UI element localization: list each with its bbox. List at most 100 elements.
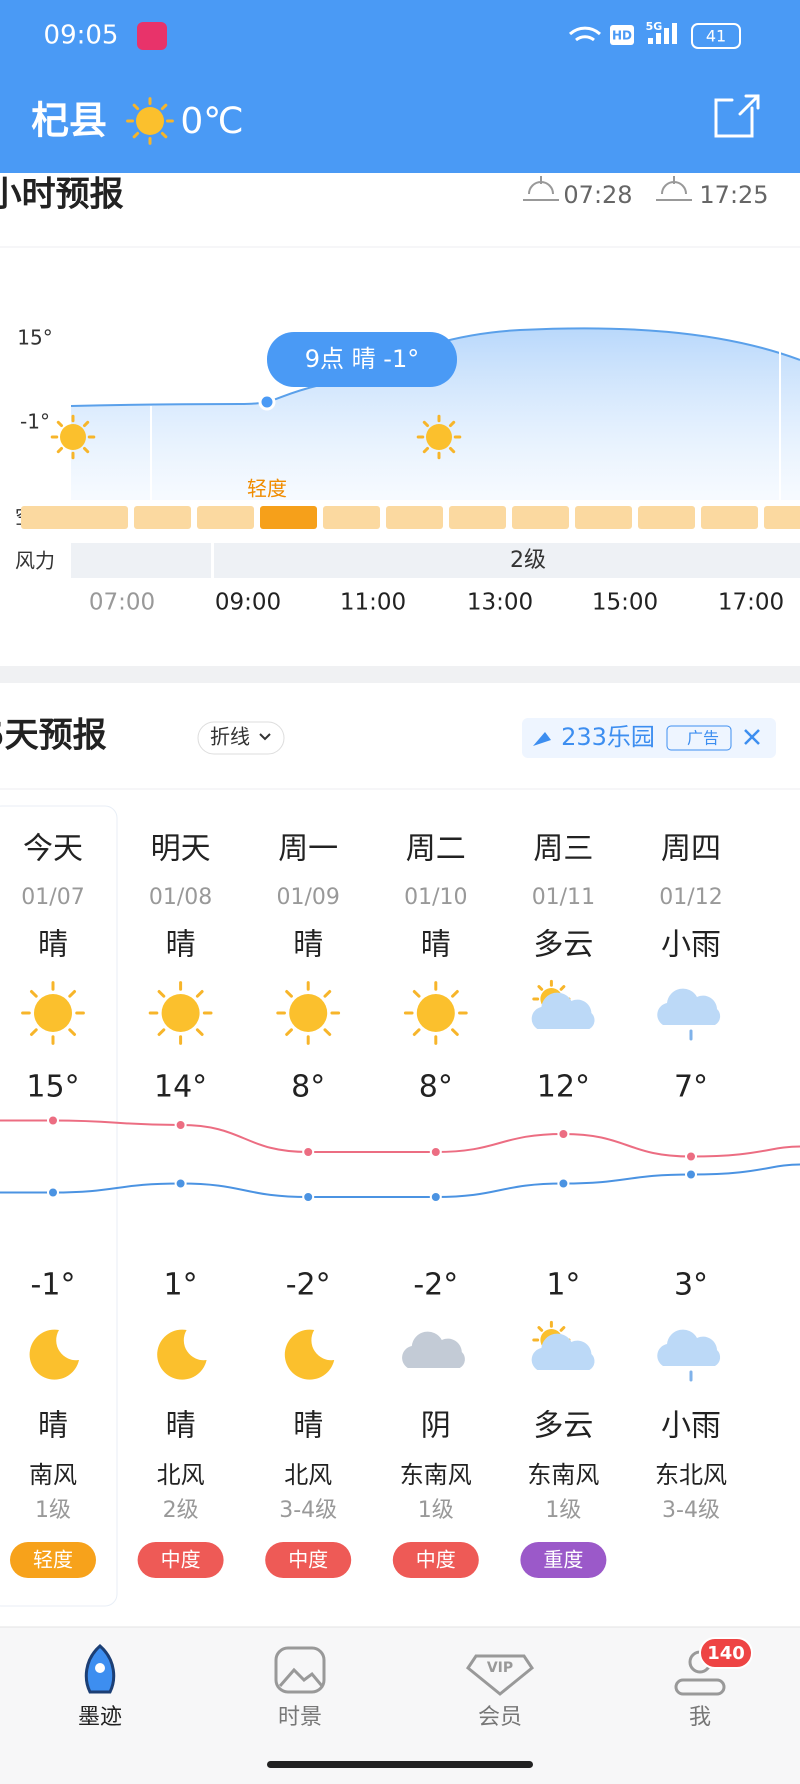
sun-ray: [82, 446, 90, 454]
sunset-time: 17:25: [699, 181, 768, 209]
aqi-pill: [137, 1542, 224, 1578]
low-temp: -1°: [31, 1268, 76, 1303]
badge-count: 140: [707, 1643, 745, 1664]
current-dot: [258, 393, 276, 411]
low-dot: [685, 1168, 697, 1181]
air-bar: [701, 506, 758, 529]
night-weather: 阴: [421, 1409, 451, 1444]
share-button[interactable]: [720, 92, 770, 142]
wind-bar: [214, 543, 800, 578]
sun-ray: [422, 446, 430, 454]
row-label: 风力: [15, 549, 55, 573]
air-bar: [386, 506, 443, 529]
wifi-icon: [568, 26, 602, 42]
air-bar: [260, 506, 317, 529]
sun-ray: [160, 131, 168, 139]
high-temp: 12°: [537, 1070, 590, 1105]
night-weather: 晴: [38, 1409, 68, 1444]
low-dot: [174, 1177, 187, 1190]
sun-icon: [161, 994, 200, 1032]
sun-ray: [537, 1326, 544, 1332]
city-name: 杞县: [31, 99, 107, 143]
high-curve: [52, 1119, 692, 1158]
sun-ray: [448, 446, 456, 454]
aqi-label: 重度: [543, 1548, 583, 1572]
y-label: 15°: [17, 326, 52, 350]
sun-icon: [426, 424, 452, 450]
sun-ray: [451, 990, 459, 998]
day-date: 01/10: [404, 885, 467, 910]
cloud-icon: [657, 1329, 721, 1366]
sun-icon: [60, 424, 86, 450]
section-title: 24小时预报: [0, 175, 124, 215]
air-bar: [21, 506, 128, 529]
mode-button[interactable]: [197, 721, 285, 755]
aqi-pill: [265, 1542, 352, 1578]
nav-bg: [0, 1627, 800, 1784]
hour-label: 15:00: [592, 590, 658, 616]
wind-level: 1级: [545, 1498, 581, 1523]
home-indicator: [267, 1761, 533, 1768]
sun-ray: [132, 131, 140, 139]
curve-edge: [690, 1163, 800, 1176]
sun-ray: [537, 985, 544, 991]
low-dot: [429, 1191, 442, 1203]
air-bar: [323, 506, 380, 529]
sun-ray: [559, 985, 566, 991]
high-dot: [174, 1119, 187, 1131]
signal-bar: [672, 23, 677, 44]
day-name: 周四: [661, 832, 721, 867]
low-temp: 1°: [546, 1268, 580, 1303]
high-dot: [557, 1128, 570, 1140]
nav-label: 时景: [278, 1705, 322, 1730]
sun-icon: [289, 994, 328, 1032]
nav-icon-mountain: [278, 1667, 324, 1687]
nav-icon-me-body: [674, 1678, 726, 1696]
wind-dir: 东北风: [655, 1461, 727, 1489]
wind-bar: [71, 543, 211, 578]
ad-bg[interactable]: [522, 718, 776, 758]
sun-ray: [68, 990, 76, 998]
sun-ray: [285, 1028, 293, 1036]
high-dot: [429, 1146, 442, 1158]
curve-edge: [690, 1145, 800, 1158]
day-date: 01/11: [532, 885, 595, 910]
badge-bg: [699, 1637, 753, 1669]
wind-dir: 东南风: [400, 1461, 472, 1489]
air-bar: [512, 506, 569, 529]
nav-label: 墨迹: [78, 1705, 122, 1730]
low-temp: -2°: [286, 1268, 331, 1303]
day-weather: 晴: [166, 928, 196, 963]
hd-label: HD: [612, 29, 632, 43]
low-temp: 1°: [164, 1268, 198, 1303]
wind-level: 1级: [35, 1498, 71, 1523]
high-temp: 8°: [419, 1070, 453, 1105]
sun-ray: [56, 420, 64, 428]
sun-ray: [559, 1326, 566, 1332]
day-name: 今天: [23, 832, 83, 867]
high-dot: [302, 1146, 315, 1158]
sunset-icon: [656, 176, 692, 201]
ad-icon: [533, 732, 551, 746]
nav-label: 我: [689, 1705, 711, 1730]
moon-icon: [157, 1329, 207, 1380]
ad-tag-box: [666, 725, 732, 751]
current-temp: 0℃: [180, 101, 243, 142]
sun-ray: [195, 1028, 204, 1036]
wind-dir: 南风: [29, 1461, 77, 1489]
chevron: [259, 733, 271, 741]
high-temp: 15°: [26, 1070, 79, 1105]
signal-bar: [648, 38, 653, 44]
nav-icon-scene: [274, 1646, 326, 1694]
aqi-label: 中度: [161, 1548, 201, 1572]
high-dot: [47, 1114, 59, 1127]
sun-ray: [412, 1028, 421, 1036]
sun-ray: [157, 990, 166, 998]
night-weather: 晴: [166, 1409, 196, 1444]
low-dot: [302, 1191, 315, 1203]
today-card: [0, 805, 118, 1607]
signal-bar: [664, 28, 669, 44]
night-weather: 晴: [293, 1409, 323, 1444]
wind-level: 3-4级: [279, 1498, 337, 1523]
